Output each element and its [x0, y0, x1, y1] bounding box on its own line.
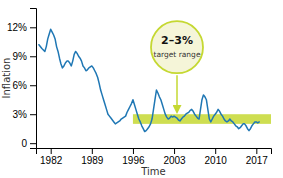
x-tick-label: 2010: [205, 155, 228, 166]
y-tick-line: [30, 85, 36, 86]
y-tick-label: 9%: [13, 51, 28, 62]
annotation-subtext: target range: [154, 50, 201, 59]
x-tick: 2010: [205, 148, 228, 166]
x-tick-line: [51, 148, 52, 154]
x-tick-label: 2017: [246, 155, 269, 166]
plot: 1982 1989 1996 2003 2010 2017 0 3% 6% 9% 12% 2–3% ta…: [7, 9, 272, 167]
y-tick-label: 6%: [13, 80, 28, 91]
annotation-circle: [151, 21, 203, 73]
x-tick: 1996: [122, 148, 145, 166]
y-axis-title: Inflation: [1, 58, 12, 99]
target-band: [133, 114, 271, 124]
x-tick: 2003: [163, 148, 186, 166]
x-tick-label: 1996: [122, 155, 145, 166]
x-tick-line: [133, 148, 134, 154]
y-tick-label: 0: [21, 138, 27, 149]
annotation-arrow: [176, 75, 178, 112]
y-tick-line: [30, 143, 36, 144]
y-tick: 0: [21, 138, 36, 149]
x-tick-line: [215, 148, 216, 154]
x-tick-label: 1982: [40, 155, 63, 166]
y-tick-line: [30, 27, 36, 28]
chart: 1982 1989 1996 2003 2010 2017 0 3% 6% 9% 12% 2–3% ta…: [0, 0, 283, 178]
x-tick-line: [256, 148, 257, 154]
y-tick-line: [30, 56, 36, 57]
x-axis: 1982 1989 1996 2003 2010 2017: [37, 148, 272, 166]
x-tick: 1982: [40, 148, 63, 166]
x-axis-line: [37, 149, 272, 155]
annotation-text: 2–3%: [161, 34, 193, 47]
x-tick: 2017: [246, 148, 269, 166]
x-tick-label: 2003: [163, 155, 186, 166]
x-tick-line: [92, 148, 93, 154]
y-tick: 6%: [13, 80, 36, 91]
inflation-line: [39, 29, 259, 131]
y-tick-label: 12%: [7, 22, 27, 33]
x-tick-line: [174, 148, 175, 154]
x-axis-title: Time: [140, 166, 165, 177]
x-tick-label: 1989: [81, 155, 104, 166]
annotation: 2–3% target range: [151, 21, 203, 112]
x-tick: 1989: [81, 148, 104, 166]
y-tick-line: [30, 114, 36, 115]
y-axis-line: [30, 9, 37, 149]
y-tick: 3%: [13, 109, 36, 120]
y-tick: 9%: [13, 51, 36, 62]
y-tick-label: 3%: [13, 109, 28, 120]
y-tick: 12%: [7, 22, 36, 33]
